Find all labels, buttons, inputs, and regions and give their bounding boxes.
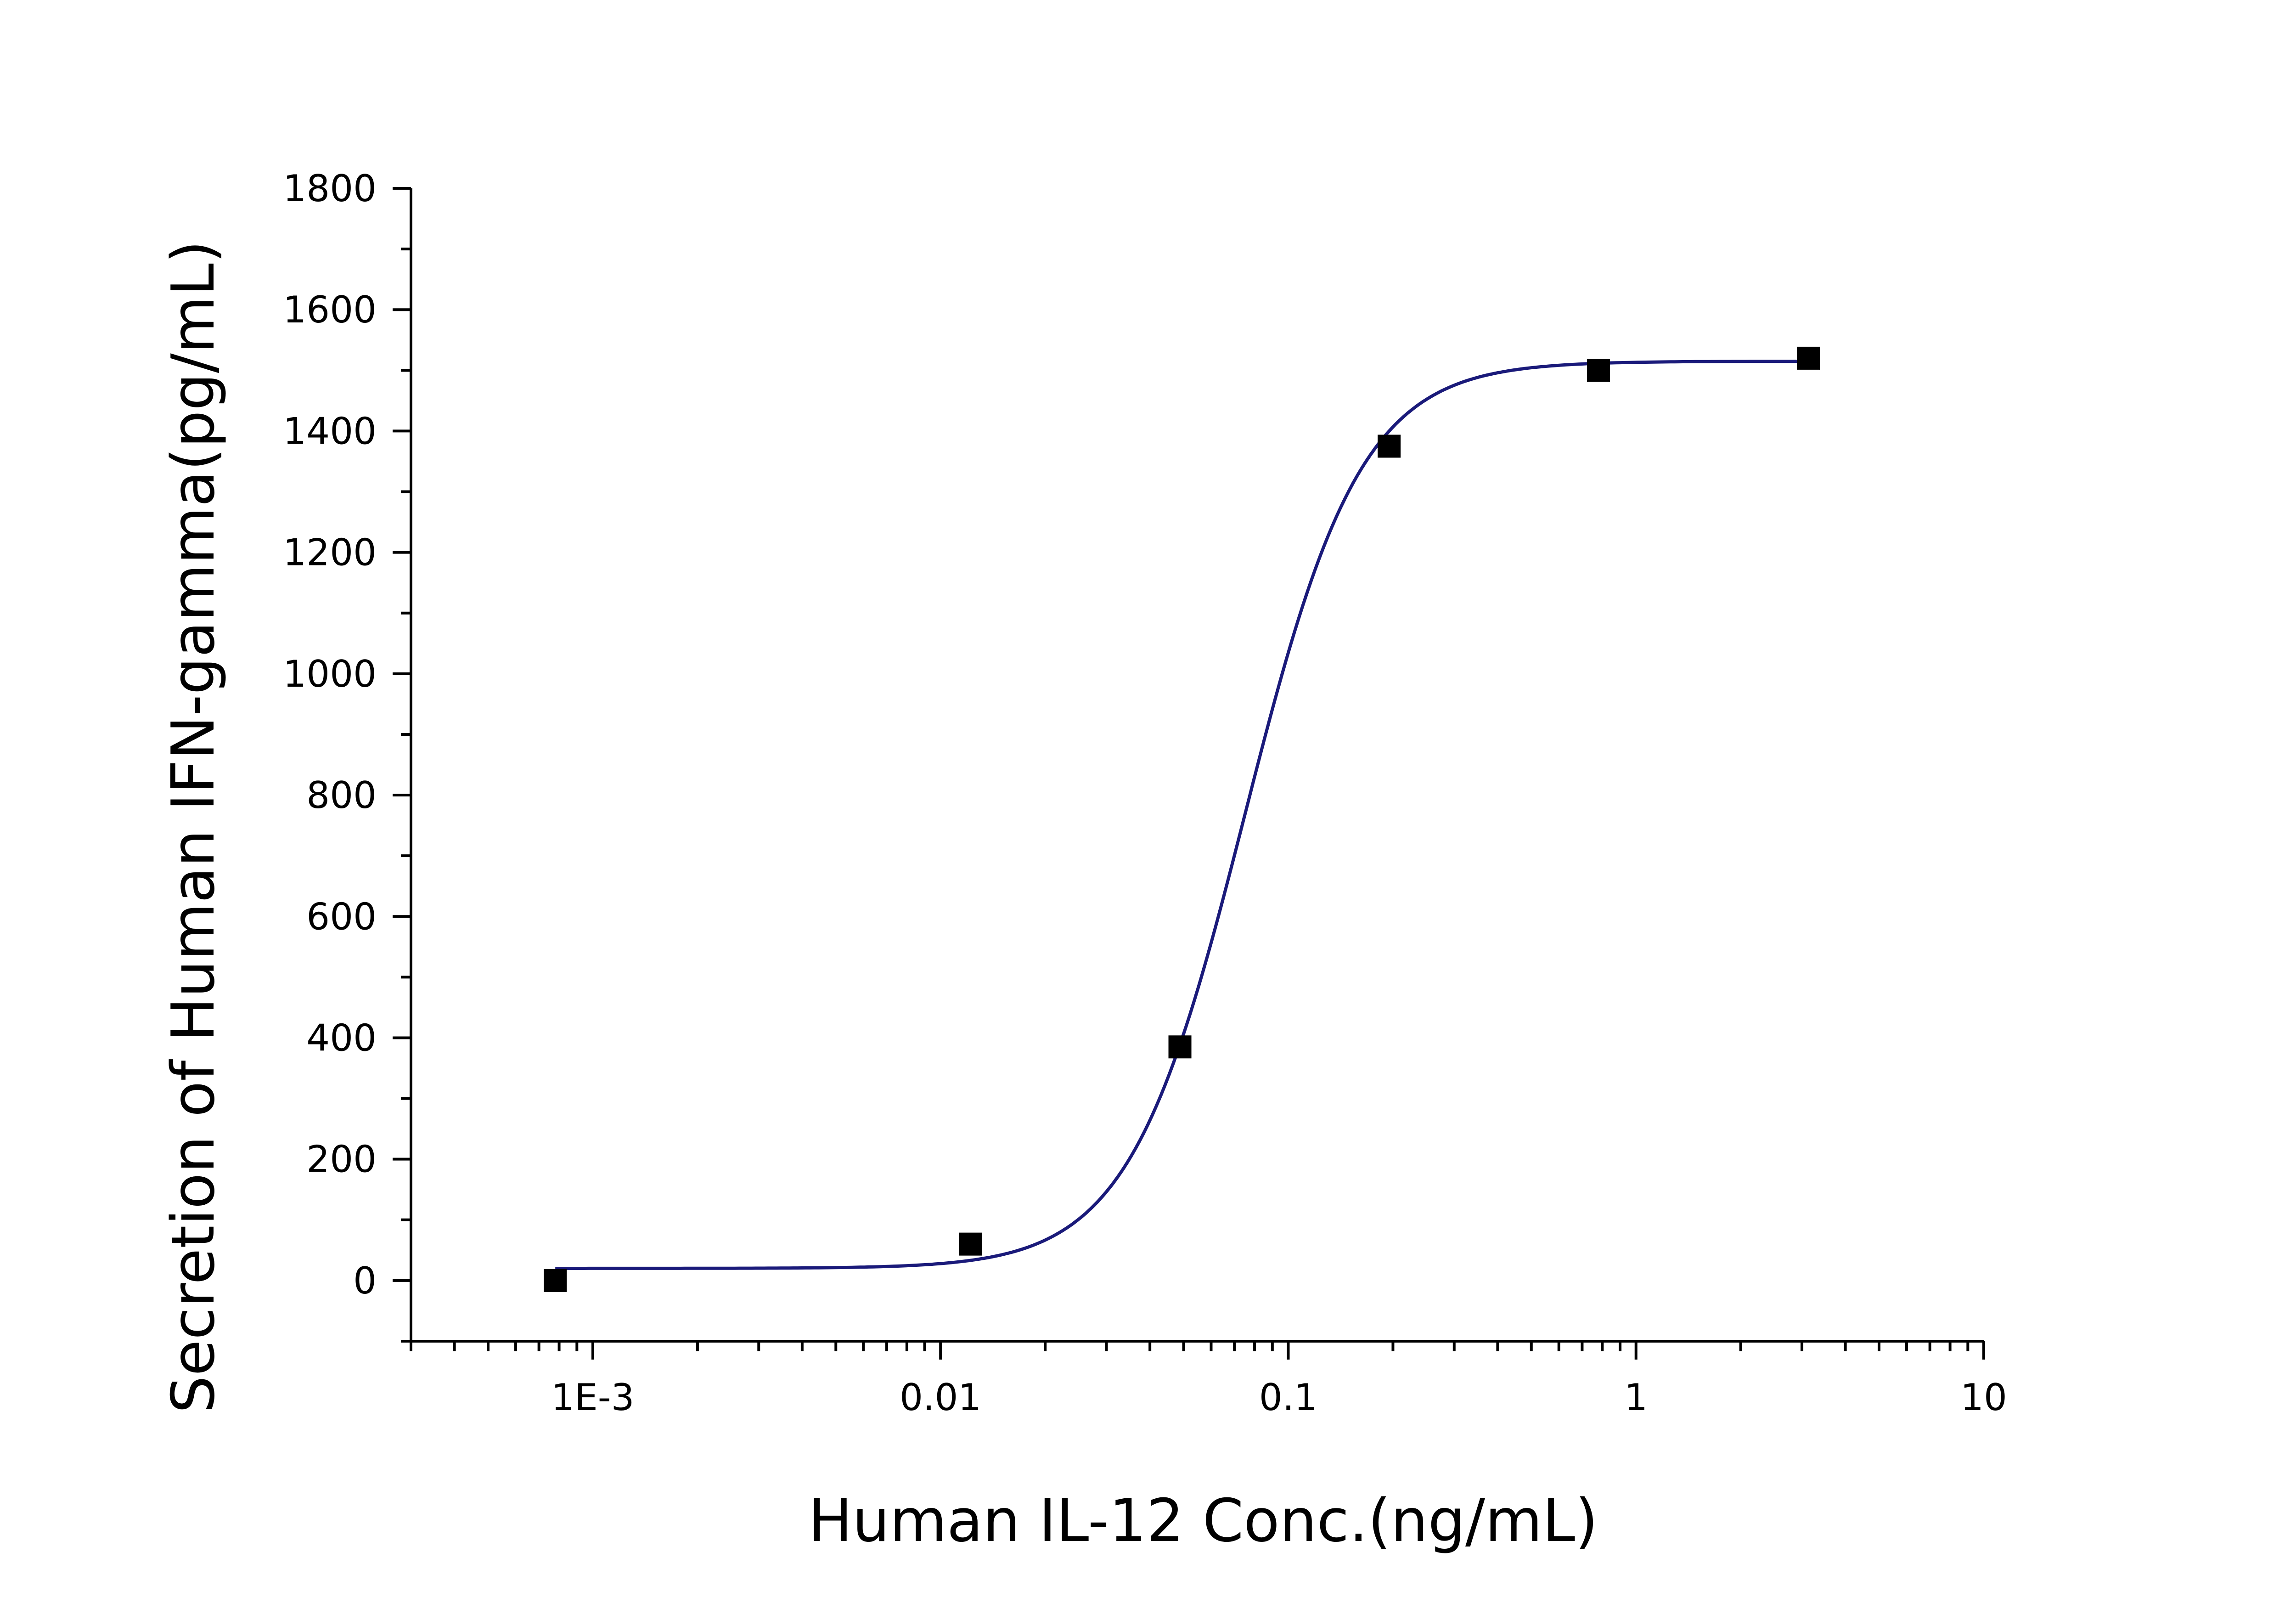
data-point <box>1168 1035 1192 1059</box>
y-axis-title: Secretion of Human IFN-gamma(pg/mL) <box>159 240 228 1413</box>
x-axis-title: Human IL-12 Conc.(ng/mL) <box>808 1487 1598 1555</box>
data-points <box>544 346 1820 1292</box>
data-point <box>959 1232 982 1256</box>
data-point <box>1378 435 1401 458</box>
y-tick-label: 1200 <box>283 531 377 574</box>
x-tick-label: 0.01 <box>900 1376 981 1419</box>
y-tick-label: 1800 <box>283 167 377 210</box>
x-tick-label: 10 <box>1960 1376 2007 1419</box>
data-point <box>1587 359 1610 382</box>
y-tick-label: 200 <box>306 1138 377 1181</box>
y-tick-label: 400 <box>306 1016 377 1059</box>
x-tick-label: 1E-3 <box>551 1376 634 1419</box>
y-tick-label: 1000 <box>283 653 377 695</box>
data-point <box>544 1269 567 1292</box>
fit-curve-layer <box>555 360 1808 1270</box>
data-point <box>1796 346 1820 370</box>
x-tick-label: 1 <box>1624 1376 1648 1419</box>
y-tick-label: 0 <box>353 1259 377 1302</box>
x-tick-label: 0.1 <box>1259 1376 1317 1419</box>
y-tick-label: 1600 <box>283 288 377 331</box>
y-tick-label: 1400 <box>283 410 377 452</box>
fit-curve <box>555 360 1808 1270</box>
y-tick-label: 800 <box>306 774 377 817</box>
axes: 0 200 400 600 800 1000 1200 1400 1600 1800 1E-3 0.0… <box>283 167 2007 1419</box>
y-tick-label: 600 <box>306 895 377 938</box>
